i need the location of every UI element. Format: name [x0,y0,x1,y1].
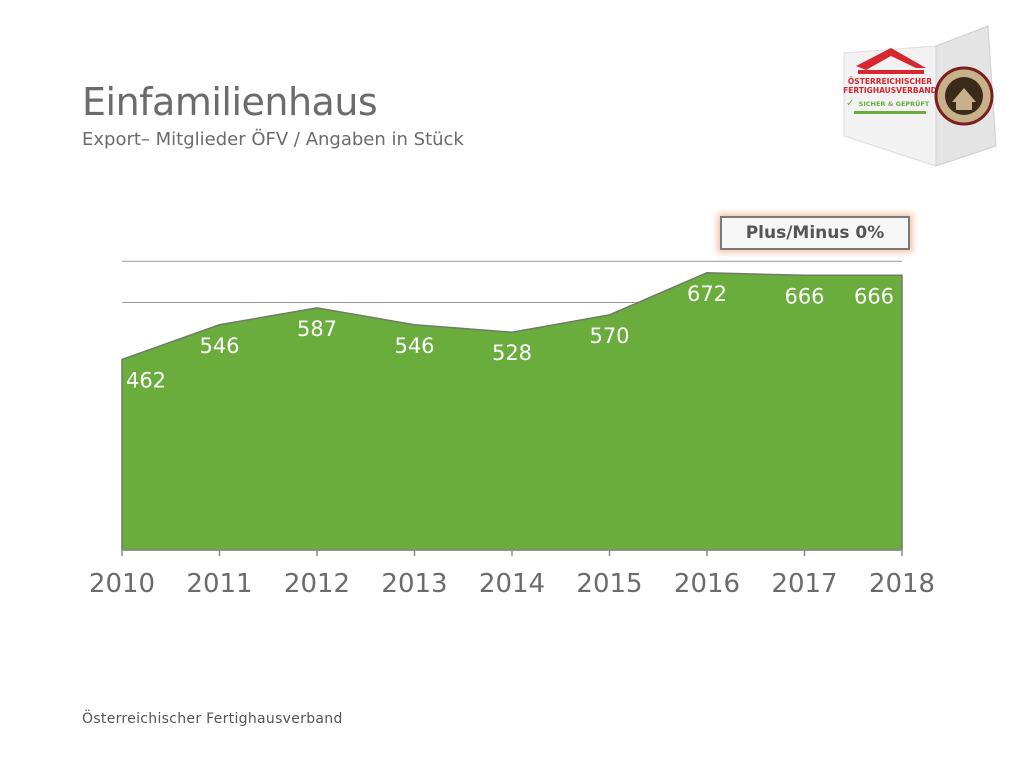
x-tick-label: 2015 [576,569,642,599]
change-badge: Plus/Minus 0% [720,216,910,250]
x-tick-label: 2014 [479,569,545,599]
data-label: 570 [589,324,629,348]
page-subtitle: Export– Mitglieder ÖFV / Angaben in Stüc… [82,129,464,150]
check-icon: ✓ [846,98,854,109]
data-label: 462 [126,368,166,392]
logo-seal-icon [934,66,994,126]
data-label: 587 [297,317,337,341]
data-label: 546 [199,334,239,358]
area-fill [121,272,903,551]
x-tick-label: 2012 [284,569,350,599]
data-label: 546 [394,334,434,358]
x-tick-label: 2018 [869,569,935,599]
x-tick-label: 2010 [89,569,155,599]
logo-text-line3: SICHER & GEPRÜFT [859,99,930,108]
data-labels: 462 546 587 546 528 570 672 666 666 [126,282,894,393]
logo-text-line2: FERTIGHAUSVERBAND [843,86,937,95]
footer-text: Österreichischer Fertighausverband [82,711,343,727]
data-label: 666 [854,284,894,308]
x-axis: 2010 2011 2012 2013 2014 2015 2016 2017 2018 [89,549,935,599]
data-label: 666 [784,284,824,308]
fertighausverband-logo: ÖSTERREICHISCHER FERTIGHAUSVERBAND ✓ SIC… [836,18,1006,183]
data-label: 528 [492,341,532,365]
x-tick-label: 2016 [674,569,740,599]
area-series [121,272,903,551]
page-title: Einfamilienhaus [82,80,378,124]
x-tick-label: 2017 [771,569,837,599]
data-label: 672 [687,282,727,306]
logo-roof-icon [856,48,926,70]
logo-text-line1: ÖSTERREICHISCHER [848,77,932,86]
x-tick-label: 2013 [381,569,447,599]
x-tick-label: 2011 [186,569,252,599]
